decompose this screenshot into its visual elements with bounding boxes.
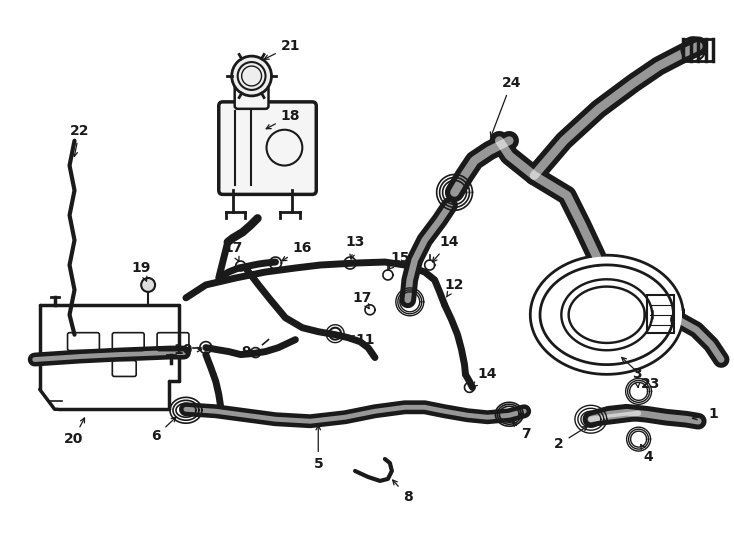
Text: 7: 7	[512, 422, 531, 441]
Text: 11: 11	[349, 333, 375, 347]
Text: 20: 20	[64, 418, 84, 446]
Text: 2: 2	[554, 427, 587, 451]
Text: 4: 4	[641, 444, 653, 464]
Text: 18: 18	[266, 109, 300, 129]
Text: 3: 3	[632, 367, 642, 388]
Text: 8: 8	[393, 480, 413, 504]
Text: 9: 9	[241, 345, 254, 359]
Text: 19: 19	[131, 261, 151, 281]
Text: 17: 17	[223, 241, 242, 261]
Text: 24: 24	[490, 76, 521, 137]
Text: 10: 10	[173, 342, 202, 356]
Text: 14: 14	[473, 367, 497, 387]
Text: 6: 6	[151, 417, 176, 443]
Text: 23: 23	[622, 357, 660, 392]
FancyBboxPatch shape	[235, 81, 269, 109]
Text: 17: 17	[352, 291, 371, 309]
Circle shape	[141, 278, 155, 292]
Text: 13: 13	[346, 235, 365, 259]
Text: 14: 14	[432, 235, 459, 262]
Text: 1: 1	[692, 407, 718, 421]
Text: 5: 5	[313, 426, 323, 471]
Text: 15: 15	[388, 251, 410, 270]
Text: 21: 21	[264, 39, 300, 59]
Text: 16: 16	[282, 241, 312, 261]
Text: 12: 12	[445, 278, 465, 297]
FancyBboxPatch shape	[219, 102, 316, 194]
Circle shape	[232, 56, 272, 96]
Text: 22: 22	[70, 124, 90, 157]
